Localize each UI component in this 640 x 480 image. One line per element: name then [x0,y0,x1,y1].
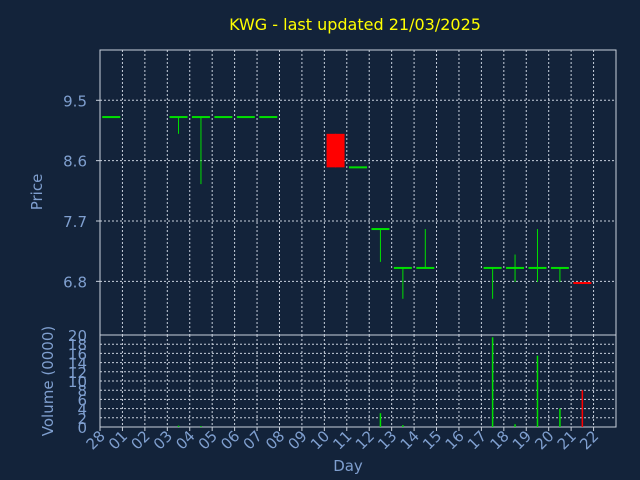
volume-tick-label: 16 [68,345,87,363]
volume-tick-label: 8 [77,382,87,400]
volume-tick-label: 6 [77,391,87,409]
volume-tick-label: 14 [68,355,87,373]
price-axis-label: Price [28,174,46,211]
candle-body [326,133,345,168]
candle-body [550,266,569,269]
price-frame [99,49,617,336]
candle-body [214,116,233,119]
candle-body [236,116,255,119]
price-tick-label: 6.8 [63,273,87,291]
volume-tick-label: 4 [77,401,87,419]
volume-axis-label: Volume (0000) [39,326,57,436]
x-axis-label: Day [333,457,363,475]
candle-body [371,228,390,231]
x-tick-label: 22 [576,427,602,453]
volume-tick-label: 0 [77,419,87,437]
price-panel: 6.8 7.7 8.6 9.5 [63,49,617,336]
volume-tick-label: 18 [68,336,87,354]
candle-body [102,116,121,119]
volume-tick-label: 10 [68,373,87,391]
chart-title: KWG - last updated 21/03/2025 [229,15,481,34]
candle-body [191,116,210,119]
candle-body [506,266,525,269]
volume-tick-label: 12 [68,364,87,382]
candle-body [528,266,547,269]
candle-body [393,266,412,269]
price-tick-label: 9.5 [63,92,87,110]
price-tick-label: 8.6 [63,153,87,171]
volume-tick-label: 20 [68,327,87,345]
candle-body [416,266,435,269]
candle-body [169,116,188,119]
volume-panel: 0246810121416182028010203040506070809101… [68,327,617,453]
candle-body [573,282,592,285]
candle-body [483,266,502,269]
candle-body [349,166,367,169]
volume-tick-label: 2 [77,410,87,428]
price-tick-label: 7.7 [63,213,87,231]
candle-body [259,116,278,119]
